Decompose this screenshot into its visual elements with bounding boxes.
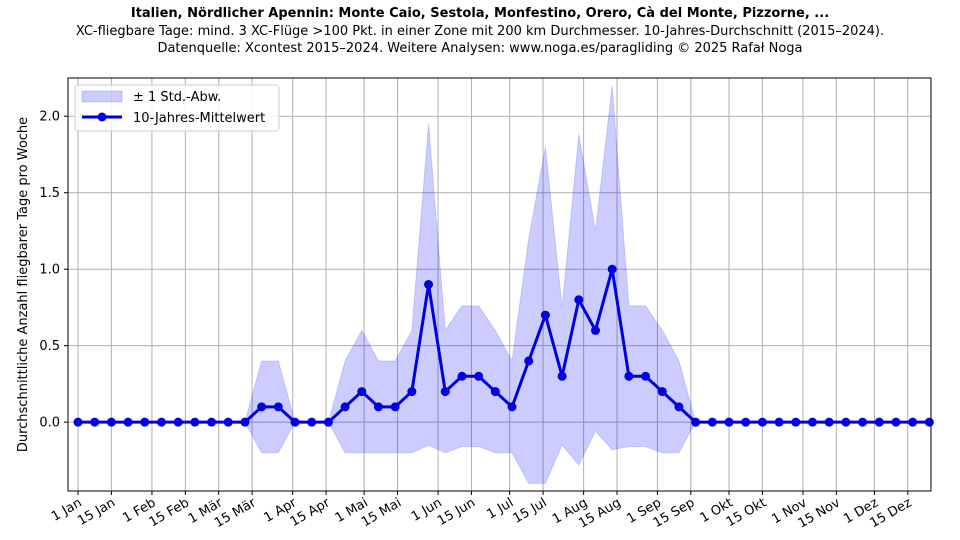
data-point-19	[390, 402, 400, 412]
legend-line-marker	[97, 112, 107, 122]
data-point-17	[357, 387, 367, 397]
data-point-33	[624, 371, 634, 381]
data-point-31	[590, 325, 600, 335]
data-point-5	[156, 417, 166, 427]
data-point-15	[323, 417, 333, 427]
data-point-6	[173, 417, 183, 427]
legend-line-label: 10-Jahres-Mittelwert	[133, 111, 265, 126]
data-point-24	[474, 371, 484, 381]
data-point-48	[874, 417, 884, 427]
data-point-47	[858, 417, 868, 427]
data-point-22	[440, 387, 450, 397]
data-point-49	[891, 417, 901, 427]
data-point-25	[490, 387, 500, 397]
data-point-26	[507, 402, 517, 412]
legend-band-swatch	[81, 90, 123, 103]
data-point-28	[540, 310, 550, 320]
y-tick-label-1: 0.5	[39, 339, 60, 354]
data-point-3	[123, 417, 133, 427]
data-point-29	[557, 371, 567, 381]
y-tick-label-3: 1.5	[39, 186, 60, 201]
data-point-13	[290, 417, 300, 427]
mean-points	[73, 264, 934, 427]
data-point-9	[223, 417, 233, 427]
data-point-41	[757, 417, 767, 427]
data-point-38	[707, 417, 717, 427]
chart-subtitle-line-2: Datenquelle: Xcontest 2015–2024. Weitere…	[157, 41, 802, 56]
data-point-34	[641, 371, 651, 381]
legend: ± 1 Std.-Abw. 10-Jahres-Mittelwert	[74, 84, 280, 132]
data-point-1	[90, 417, 100, 427]
legend-band-label: ± 1 Std.-Abw.	[133, 90, 221, 105]
data-point-23	[457, 371, 467, 381]
data-point-30	[574, 295, 584, 305]
data-point-0	[73, 417, 83, 427]
data-point-20	[407, 387, 417, 397]
data-point-27	[524, 356, 534, 366]
data-point-35	[657, 387, 667, 397]
std-dev-band	[78, 85, 930, 484]
chart-subtitle-line-1: XC-fliegbare Tage: mind. 3 XC-Flüge >100…	[76, 24, 884, 39]
data-point-16	[340, 402, 350, 412]
data-point-8	[207, 417, 217, 427]
data-point-21	[424, 280, 434, 289]
data-point-43	[791, 417, 801, 427]
data-point-46	[841, 417, 851, 427]
plot-frame	[67, 77, 932, 492]
y-tick-label-2: 1.0	[39, 263, 60, 278]
data-point-44	[807, 417, 817, 427]
legend-box	[74, 84, 280, 132]
data-point-10	[240, 417, 250, 427]
data-point-50	[908, 417, 918, 427]
data-point-7	[190, 417, 200, 427]
data-point-4	[140, 417, 150, 427]
data-point-37	[691, 417, 701, 427]
data-point-18	[373, 402, 383, 412]
data-point-36	[674, 402, 684, 412]
plot-area	[67, 77, 934, 492]
data-point-2	[106, 417, 116, 427]
data-point-40	[741, 417, 751, 427]
data-point-45	[824, 417, 834, 427]
y-axis-label: Durchschnittliche Anzahl fliegbarer Tage…	[16, 117, 31, 452]
data-point-11	[257, 402, 267, 412]
y-axis: 0.0 0.5 1.0 1.5 2.0	[39, 110, 68, 431]
data-point-14	[307, 417, 317, 427]
data-point-32	[607, 264, 617, 274]
chart-title: Italien, Nördlicher Apennin: Monte Caio,…	[131, 6, 829, 21]
data-point-42	[774, 417, 784, 427]
y-tick-label-4: 2.0	[39, 110, 60, 125]
data-point-39	[724, 417, 734, 427]
data-point-12	[273, 402, 283, 412]
mean-line	[78, 267, 930, 424]
data-point-51	[924, 417, 934, 427]
y-tick-label-0: 0.0	[39, 416, 60, 431]
